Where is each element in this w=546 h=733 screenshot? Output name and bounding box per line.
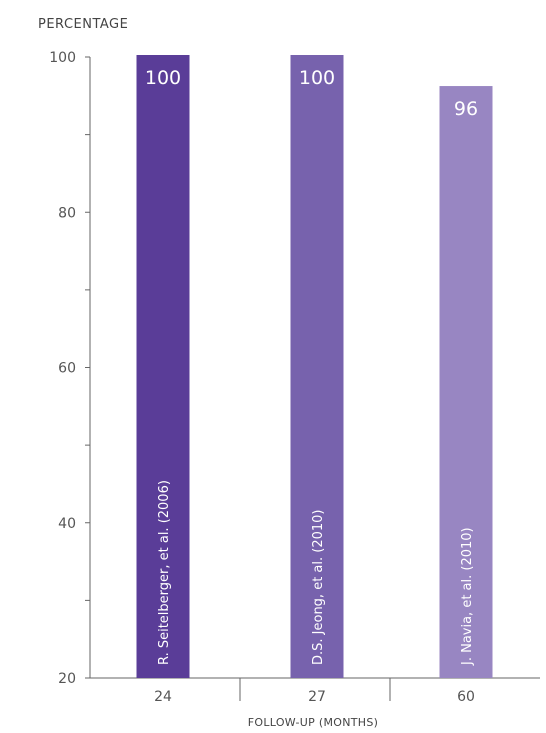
y-tick-label: 60 (58, 361, 76, 377)
x-axis-ticks: 24 27 60 (154, 678, 475, 705)
bar-value-label: 96 (454, 98, 478, 120)
bar-value-label: 100 (145, 67, 181, 89)
bar-study-label: J. Navia, et al. (2010) (460, 527, 475, 666)
y-tick-label: 20 (58, 671, 76, 687)
x-tick-label: 27 (308, 689, 326, 705)
bar-60 (439, 86, 493, 679)
bar-27 (290, 55, 344, 678)
y-tick-label: 40 (58, 516, 76, 532)
x-axis-title: FOLLOW-UP (MONTHS) (248, 716, 378, 729)
x-tick-label: 60 (457, 689, 475, 705)
bar-study-label: D.S. Jeong, et al. (2010) (311, 510, 326, 666)
x-tick-label: 24 (154, 689, 172, 705)
bar-study-label: R. Seitelberger, et al. (2006) (157, 480, 172, 665)
y-axis-title: PERCENTAGE (38, 17, 128, 32)
y-axis-ticks: 20 40 60 80 100 (49, 50, 90, 687)
y-tick-label: 100 (49, 50, 76, 66)
bars: 100 R. Seitelberger, et al. (2006) 100 D.S.… (136, 55, 493, 679)
y-tick-label: 80 (58, 205, 76, 221)
bar-24 (136, 55, 190, 678)
bar-value-label: 100 (299, 67, 335, 89)
